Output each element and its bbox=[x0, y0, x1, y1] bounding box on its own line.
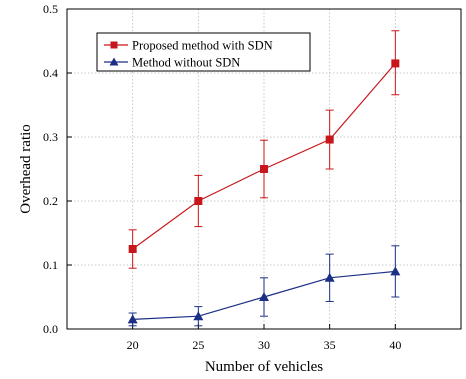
data-point-triangle bbox=[259, 292, 269, 301]
legend-marker-without-sdn bbox=[109, 57, 119, 66]
series-proposed bbox=[128, 30, 400, 269]
data-point-square bbox=[194, 197, 203, 205]
data-point-triangle bbox=[324, 272, 335, 282]
y-tick-label: 0.5 bbox=[43, 2, 58, 16]
x-tick-label: 35 bbox=[324, 338, 336, 352]
legend-box bbox=[96, 32, 311, 72]
data-point-square bbox=[325, 135, 334, 144]
x-axis-title: Number of vehicles bbox=[205, 359, 323, 375]
y-tick-label: 0.4 bbox=[43, 66, 58, 80]
data-point-triangle bbox=[127, 314, 138, 324]
legend-label-proposed: Proposed method with SDN bbox=[132, 39, 273, 53]
y-tick-label: 0.3 bbox=[43, 130, 58, 144]
x-tick-label: 25 bbox=[192, 338, 204, 352]
y-axis-title: Overhead ratio bbox=[18, 124, 34, 214]
axes: 20 25 30 35 40 0.0 0.1 0.2 0.3 0.4 0.5 bbox=[43, 2, 401, 352]
legend-marker-proposed bbox=[110, 41, 118, 49]
series-without-sdn bbox=[127, 245, 401, 327]
y-tick-label: 0.2 bbox=[43, 194, 58, 208]
legend: Proposed method with SDN Method without … bbox=[96, 32, 311, 72]
series-layer bbox=[127, 30, 401, 327]
x-tick-label: 20 bbox=[127, 338, 139, 352]
y-tick-label: 0.1 bbox=[43, 258, 58, 272]
data-point-square bbox=[128, 245, 137, 253]
legend-label-without-sdn: Method without SDN bbox=[132, 56, 240, 70]
data-point-square bbox=[260, 165, 268, 173]
data-point-square bbox=[391, 59, 400, 68]
y-tick-label: 0.0 bbox=[43, 322, 58, 336]
x-tick-label: 40 bbox=[389, 338, 401, 352]
x-tick-label: 30 bbox=[258, 338, 270, 352]
data-point-triangle bbox=[193, 311, 204, 321]
data-point-triangle bbox=[390, 266, 401, 276]
